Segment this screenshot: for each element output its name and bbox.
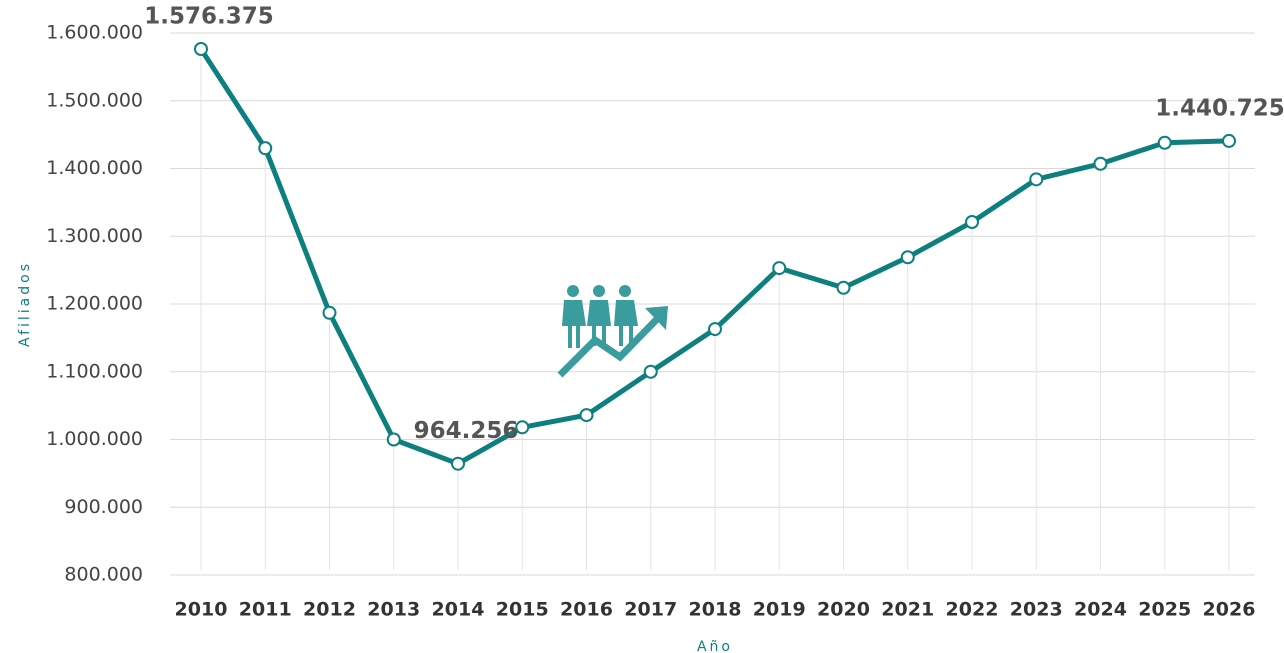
x-tick-label: 2010 xyxy=(175,599,228,621)
x-tick-label: 2018 xyxy=(689,599,742,621)
y-tick-label: 1.400.000 xyxy=(46,157,143,179)
x-tick-label: 2019 xyxy=(753,599,806,621)
y-tick-label: 800.000 xyxy=(64,564,143,586)
x-tick-label: 2025 xyxy=(1138,599,1191,621)
marker xyxy=(900,250,915,265)
marker xyxy=(965,215,979,230)
x-tick-label: 2016 xyxy=(560,599,613,621)
marker xyxy=(451,456,465,471)
x-tick-label: 2017 xyxy=(624,599,677,621)
marker xyxy=(579,408,594,423)
x-tick-label: 2014 xyxy=(432,599,485,621)
y-tick-label: 1.600.000 xyxy=(46,22,143,44)
y-tick-label: 1.500.000 xyxy=(46,89,143,111)
y-tick-label: 1.300.000 xyxy=(46,225,143,247)
marker xyxy=(515,420,530,435)
value-label: 964.256 xyxy=(414,418,519,444)
marker xyxy=(322,305,337,320)
value-label: 1.576.375 xyxy=(144,4,274,30)
x-tick-label: 2026 xyxy=(1203,599,1256,621)
marker xyxy=(194,42,208,57)
marker xyxy=(772,261,787,276)
y-tick-label: 1.200.000 xyxy=(46,293,143,315)
y-tick-label: 900.000 xyxy=(64,496,143,518)
x-axis-label: Año xyxy=(697,639,733,653)
marker xyxy=(643,364,658,379)
y-axis-label: Afiliados xyxy=(17,261,33,347)
x-tick-label: 2023 xyxy=(1010,599,1063,621)
marker xyxy=(386,432,401,447)
value-label: 1.440.725 xyxy=(1155,95,1284,121)
x-tick-label: 2021 xyxy=(881,599,934,621)
marker xyxy=(1029,172,1044,187)
marker xyxy=(1222,133,1236,148)
x-tick-label: 2022 xyxy=(946,599,999,621)
x-tick-label: 2013 xyxy=(367,599,420,621)
x-tick-label: 2011 xyxy=(239,599,292,621)
x-tick-label: 2012 xyxy=(303,599,356,621)
marker xyxy=(1157,135,1172,150)
y-tick-label: 1.000.000 xyxy=(46,428,143,450)
x-tick-label: 2015 xyxy=(496,599,549,621)
marker xyxy=(708,322,722,337)
people-growth-icon xyxy=(557,285,668,378)
marker xyxy=(1093,156,1108,171)
x-tick-label: 2020 xyxy=(817,599,870,621)
marker xyxy=(258,141,273,156)
y-tick-label: 1.100.000 xyxy=(46,360,143,382)
marker xyxy=(836,280,851,295)
x-tick-label: 2024 xyxy=(1074,599,1127,621)
